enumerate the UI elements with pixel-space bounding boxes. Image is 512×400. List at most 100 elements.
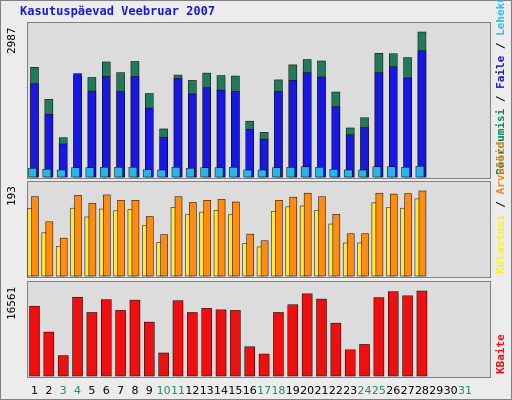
x-tick-label-9: 9 [146,384,153,397]
x-tick-label-12: 12 [185,384,199,397]
x-tick-label-28: 28 [415,384,429,397]
x-tick-label-21: 21 [315,384,329,397]
x-tick-label-2: 2 [45,384,52,397]
bar-hosts-10 [160,234,168,277]
bar-kbytes-6 [101,299,112,377]
bar-kbytes-14 [215,309,227,377]
x-tick-label-14: 14 [214,384,228,397]
bar-hosts-13 [203,199,211,277]
bar-kbytes-21 [316,298,327,377]
bar-files-4 [73,73,82,178]
bar-hosts-7 [117,199,125,277]
bar-hosts-15 [232,201,240,277]
bar-pages-24 [358,169,367,178]
x-tick-label-29: 29 [429,384,443,397]
bar-kbytes-8 [129,299,141,377]
bar-kbytes-2 [43,331,55,377]
bar-pages-1 [28,168,37,178]
bar-kbytes-16 [244,346,255,377]
bar-pages-14 [214,167,224,178]
bar-hosts-8 [131,199,140,277]
x-tick-label-13: 13 [200,384,214,397]
bar-pages-18 [272,167,281,178]
x-tick-label-7: 7 [117,384,124,397]
bar-files-9 [145,107,154,178]
bar-hosts-23 [346,233,355,277]
bar-hosts-14 [217,199,226,277]
bar-pages-26 [387,166,396,178]
bar-files-24 [360,127,369,178]
bar-files-12 [188,93,197,178]
bar-kbytes-24 [359,344,370,377]
bar-files-28 [417,50,427,178]
bar-hosts-28 [418,190,427,277]
bar-files-26 [389,66,398,178]
bar-hosts-20 [303,192,312,277]
chart-title: Kasutuspäevad Veebruar 2007 [20,4,216,18]
bar-kbytes-26 [388,291,399,377]
bar-hosts-5 [88,203,97,277]
bar-kbytes-23 [344,349,356,377]
bar-pages-3 [56,169,66,178]
x-tick-label-3: 3 [60,384,67,397]
bar-kbytes-12 [187,312,198,377]
bar-pages-25 [372,166,382,178]
x-tick-label-19: 19 [286,384,300,397]
bar-hosts-22 [332,214,341,277]
x-tick-label-23: 23 [343,384,357,397]
bar-pages-15 [229,167,238,178]
bar-pages-12 [186,168,195,178]
x-tick-label-1: 1 [31,384,38,397]
bar-kbytes-9 [144,321,155,377]
x-tick-label-4: 4 [74,384,81,397]
bar-hosts-24 [361,233,369,277]
bar-hosts-18 [275,199,283,277]
bar-kbytes-10 [158,352,169,377]
bar-kbytes-17 [258,353,270,377]
bar-files-6 [102,76,111,178]
bar-pages-27 [401,167,410,178]
bar-files-11 [173,78,183,178]
bar-files-19 [288,80,298,178]
bar-hosts-27 [404,193,412,277]
bar-files-2 [44,114,54,178]
bar-pages-5 [85,167,95,178]
bar-pages-8 [128,167,138,178]
bar-hosts-11 [174,196,183,277]
bar-kbytes-11 [172,300,184,377]
bar-files-1 [30,83,39,178]
x-tick-label-25: 25 [372,384,386,397]
bar-files-5 [87,90,97,178]
bar-hosts-9 [146,216,154,277]
bar-hosts-3 [59,237,68,277]
bar-files-15 [231,91,240,178]
x-tick-label-24: 24 [358,384,372,397]
x-tick-label-26: 26 [386,384,400,397]
bar-kbytes-19 [287,304,299,377]
bar-hosts-1 [31,196,39,277]
bar-kbytes-3 [57,355,69,377]
bar-files-18 [274,91,283,178]
x-tick-label-30: 30 [444,384,458,397]
bar-pages-20 [300,166,310,178]
x-tick-label-22: 22 [329,384,343,397]
bar-pages-7 [114,167,123,178]
bar-pages-17 [257,169,267,178]
bar-kbytes-7 [115,310,126,377]
x-tick-label-5: 5 [88,384,95,397]
bar-kbytes-18 [273,312,284,377]
x-tick-label-6: 6 [103,384,110,397]
bar-pages-22 [329,168,339,178]
bar-hosts-21 [318,196,326,277]
bar-pages-4 [71,167,80,178]
bar-files-20 [302,72,312,178]
bar-hosts-26 [390,193,398,277]
bar-kbytes-28 [416,290,428,377]
bar-kbytes-25 [373,297,385,377]
bar-pages-11 [171,167,181,178]
bar-files-14 [216,89,226,178]
bar-kbytes-13 [201,308,212,377]
x-tick-label-11: 11 [171,384,185,397]
bar-files-22 [331,106,341,178]
